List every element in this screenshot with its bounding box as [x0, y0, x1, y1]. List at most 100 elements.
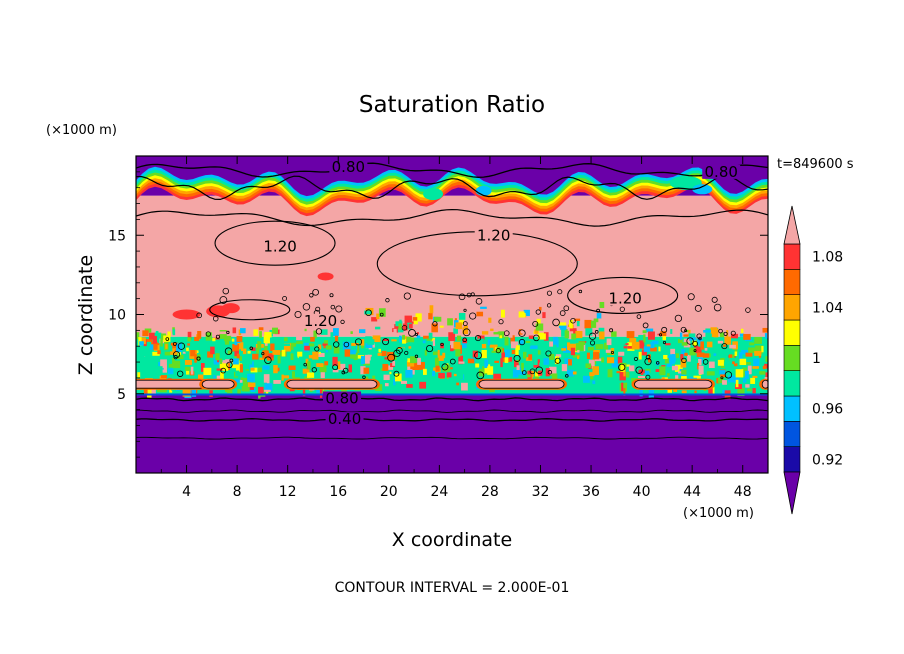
mixing-cell — [611, 359, 620, 368]
mixing-cell — [593, 349, 600, 354]
mixing-cell — [494, 360, 500, 363]
mixing-cell — [694, 390, 697, 394]
contour-fragment — [365, 309, 372, 317]
contour-fragment — [720, 376, 724, 380]
mixing-cell — [492, 324, 498, 333]
contour-fragment — [552, 318, 560, 327]
mixing-cell — [621, 340, 626, 345]
mixing-cell — [584, 319, 592, 329]
contour-label-bg — [474, 228, 513, 243]
mixing-cell — [484, 359, 489, 369]
mixing-cell — [405, 369, 413, 378]
mixing-cell — [699, 353, 703, 363]
mixing-cell — [296, 341, 303, 345]
mixing-cell — [472, 350, 478, 358]
mixing-cell — [621, 382, 624, 392]
mixing-cell — [399, 319, 402, 324]
mixing-cell — [500, 309, 505, 318]
mixing-cell — [487, 339, 491, 346]
mixing-cell — [594, 358, 603, 362]
mixing-cell — [320, 329, 328, 335]
mixing-cell — [336, 361, 341, 370]
mixing-cell — [467, 358, 475, 364]
contour-label-bg — [261, 239, 300, 254]
contour-fragment — [395, 347, 403, 354]
mixing-cell — [539, 362, 544, 367]
mixing-cell — [729, 344, 736, 349]
mixing-cell — [337, 363, 346, 371]
mixing-cell — [290, 353, 294, 361]
mixing-cell — [762, 365, 767, 370]
contour-line-0.80-lower — [136, 397, 768, 402]
mixing-cell — [438, 355, 444, 361]
mixing-cell — [619, 371, 626, 381]
contour-fragment — [449, 358, 456, 365]
mixing-cell — [508, 356, 513, 362]
mixing-cell — [222, 364, 229, 371]
mixing-cell — [700, 341, 704, 350]
mixing-cell — [681, 349, 686, 357]
mixing-cell — [638, 340, 645, 349]
mixing-cell — [361, 345, 364, 349]
colorbar-segment — [783, 345, 801, 371]
mixing-cell — [187, 337, 192, 342]
mixing-cell — [258, 327, 264, 331]
mixing-cell — [762, 327, 768, 333]
mixing-cell — [212, 337, 216, 342]
mixing-cell — [361, 355, 365, 365]
mixing-cell — [453, 341, 461, 350]
mixing-cell — [215, 387, 223, 396]
x-tick-label: 32 — [532, 484, 550, 500]
mixing-cell — [351, 342, 359, 346]
mixing-cell — [263, 374, 270, 383]
mixing-cell — [425, 371, 430, 375]
contour-fragment — [554, 357, 561, 364]
mixing-cell — [239, 379, 243, 383]
mixing-cell — [464, 364, 469, 372]
mixing-cell — [518, 311, 525, 318]
mixing-cell — [240, 348, 247, 355]
mixing-cell — [696, 338, 703, 345]
contour-fragment — [401, 325, 408, 331]
mixing-cell — [487, 366, 494, 375]
contour-fragment — [661, 326, 668, 333]
mixing-cell — [453, 373, 457, 377]
contour-fragment — [633, 356, 639, 362]
contour-fragment — [342, 367, 349, 374]
mixing-cell — [761, 345, 764, 353]
mixing-cell — [607, 369, 613, 378]
y-unit-label: (×1000 m) — [46, 123, 117, 138]
mixing-cell — [488, 317, 492, 323]
mixing-cell — [216, 375, 221, 382]
colorbar-segment — [783, 243, 801, 270]
mixing-cell — [283, 343, 291, 352]
mixing-cell — [702, 353, 710, 358]
contour-fragment — [441, 363, 449, 371]
mixing-cell — [685, 329, 689, 333]
mixing-cell — [350, 354, 356, 359]
mixing-cell — [235, 342, 244, 350]
mixing-cell — [577, 355, 580, 360]
mixing-cell — [237, 388, 241, 394]
mixing-cell — [322, 343, 328, 346]
y-axis-label: Z coordinate — [75, 255, 97, 375]
mixing-cell — [247, 361, 254, 369]
mixing-cell — [606, 338, 612, 346]
mixing-cell — [416, 335, 421, 339]
mixing-cell — [647, 331, 655, 340]
contour-fragment — [212, 315, 219, 322]
mixing-cell — [320, 372, 325, 379]
contour-fragment — [393, 349, 401, 358]
contour-fragment — [724, 371, 733, 379]
mixing-cell — [593, 352, 600, 360]
mixing-cell — [459, 316, 466, 325]
contour-fragment — [382, 338, 390, 346]
mixing-cell — [167, 368, 174, 375]
mixing-cell — [215, 353, 220, 361]
mixing-cell — [733, 363, 738, 367]
contour-fragment — [414, 354, 419, 359]
mixing-cell — [622, 346, 628, 349]
mixing-cell — [629, 338, 637, 343]
mixing-cell — [490, 328, 494, 331]
mixing-cell — [495, 326, 502, 334]
